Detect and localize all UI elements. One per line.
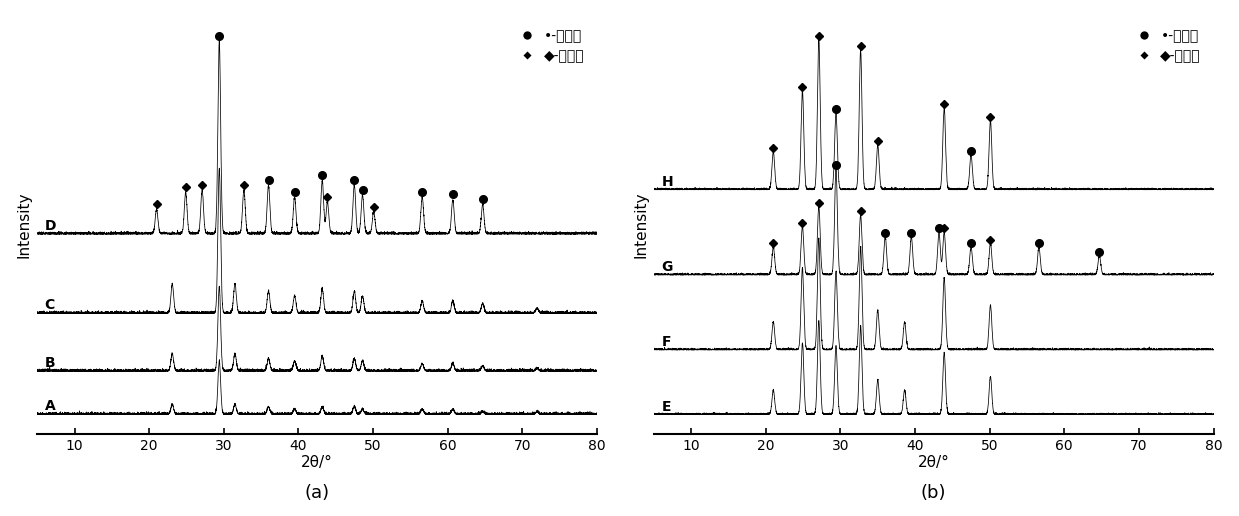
Text: H: H (662, 175, 673, 189)
Y-axis label: Intensity: Intensity (633, 192, 648, 259)
Text: F: F (662, 335, 670, 349)
Text: E: E (662, 400, 670, 414)
Text: (b): (b) (921, 483, 947, 502)
X-axis label: 2θ/°: 2θ/° (301, 455, 333, 470)
Y-axis label: Intensity: Intensity (16, 192, 32, 259)
Text: G: G (662, 260, 673, 274)
Legend: •-方解石, ◆-球霸石: •-方解石, ◆-球霸石 (1132, 24, 1207, 68)
X-axis label: 2θ/°: 2θ/° (918, 455, 949, 470)
Text: C: C (45, 298, 55, 312)
Text: D: D (45, 219, 56, 233)
Text: B: B (45, 356, 56, 370)
Text: A: A (45, 399, 56, 413)
Text: (a): (a) (305, 483, 330, 502)
Legend: •-方解石, ◆-球霸石: •-方解石, ◆-球霸石 (515, 24, 590, 68)
